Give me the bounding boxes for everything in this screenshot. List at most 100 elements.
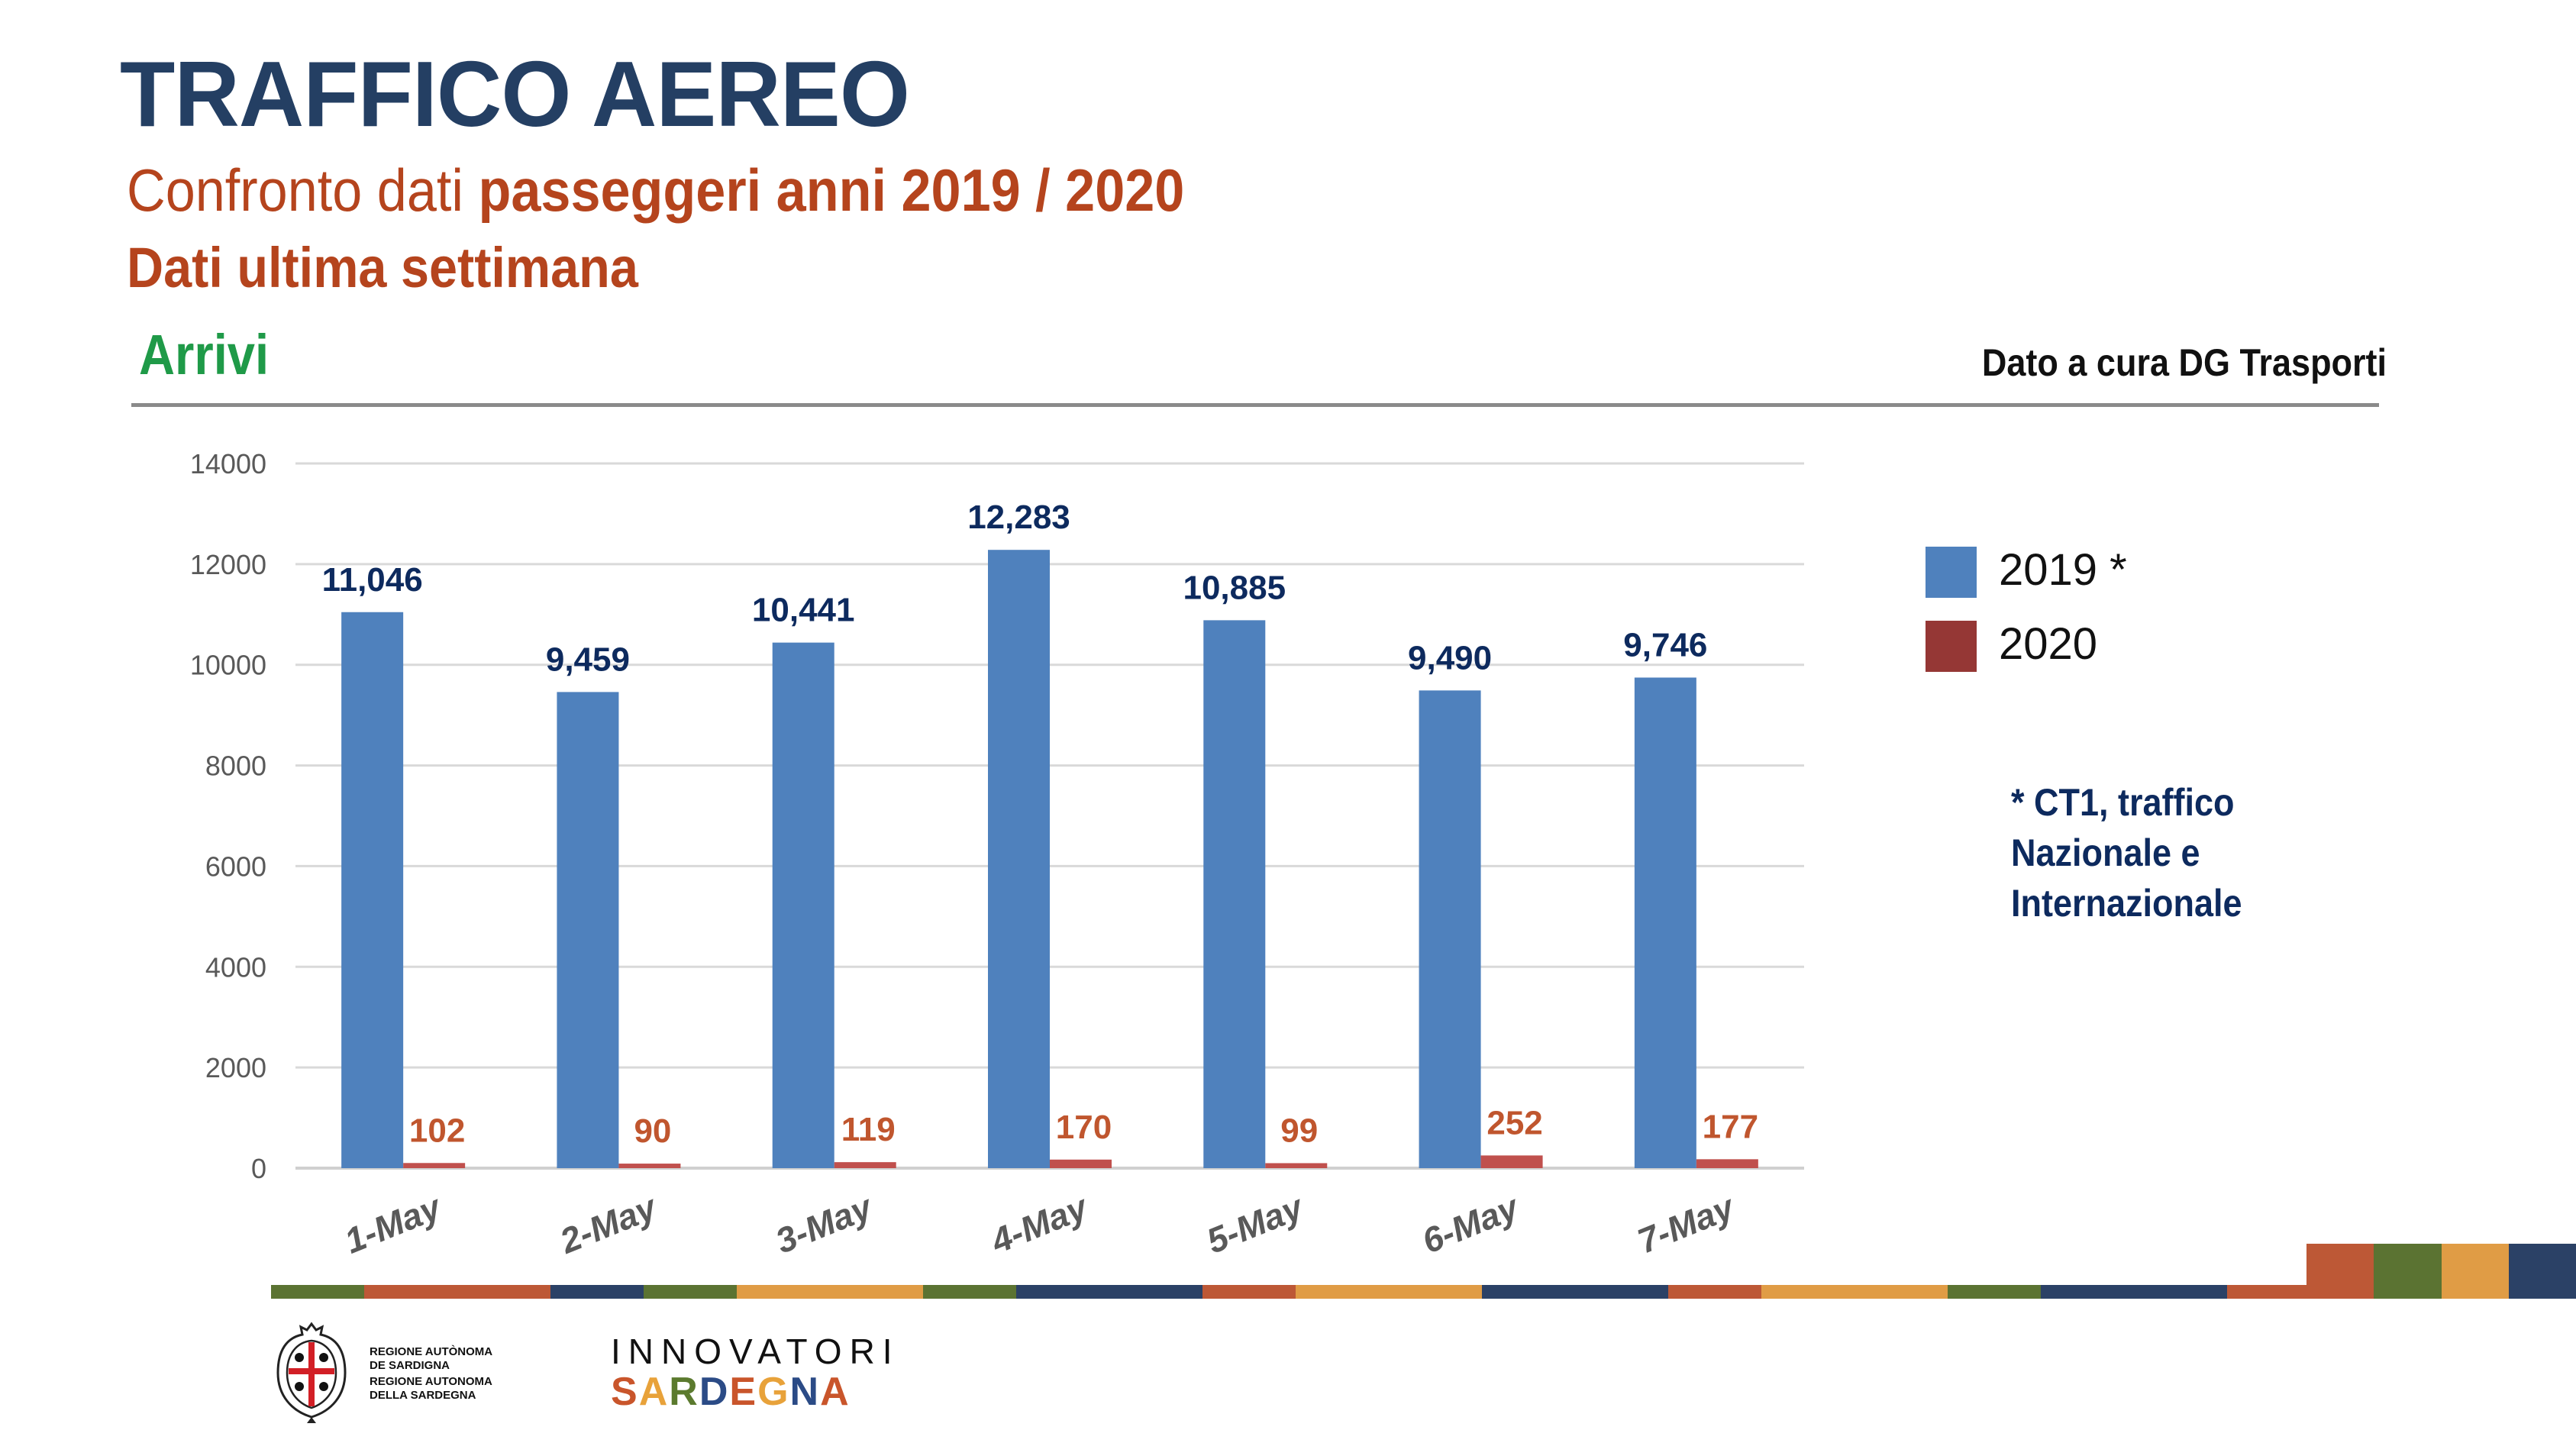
section-title: Arrivi	[139, 323, 270, 386]
subtitle-bold: passeggeri anni 2019 / 2020	[478, 157, 1185, 224]
stripe-segment	[364, 1285, 457, 1299]
data-label-2019: 9,746	[1623, 626, 1707, 663]
footnote: * CT1, traffico Nazionale e Internaziona…	[2011, 777, 2242, 928]
stripe-segment	[2041, 1285, 2134, 1299]
legend-swatch-2019	[1926, 547, 1977, 598]
data-label-2020: 252	[1487, 1104, 1542, 1141]
y-tick-label: 2000	[205, 1052, 266, 1083]
bar-2019	[1634, 677, 1696, 1168]
bar-2020	[1696, 1159, 1758, 1168]
innovatori-letter: N	[789, 1370, 821, 1414]
x-tick-label: 3-May	[770, 1186, 880, 1261]
x-tick-label: 1-May	[339, 1186, 448, 1261]
x-axis-ticks: 1-May 2-May 3-May 4-May 5-May 6-May 7-May	[339, 1186, 1741, 1261]
data-label-2019: 11,046	[322, 561, 423, 599]
data-label-2020: 102	[409, 1112, 465, 1149]
decorative-color-blocks	[2306, 1244, 2576, 1299]
data-label-2020: 99	[1280, 1112, 1318, 1149]
bar-2019	[1203, 620, 1266, 1168]
data-label-2020: 119	[841, 1111, 896, 1148]
bar-2019	[988, 550, 1050, 1168]
bar-2020	[834, 1162, 896, 1168]
innovatori-letter: G	[757, 1370, 790, 1414]
innovatori-letter: S	[611, 1370, 639, 1414]
x-tick: 1-May	[339, 1186, 448, 1261]
bar-2020	[1265, 1163, 1328, 1168]
x-tick-label: 5-May	[1201, 1186, 1310, 1261]
y-tick-label: 0	[251, 1153, 266, 1184]
stripe-segment	[1761, 1285, 1855, 1299]
x-tick-label: 4-May	[985, 1186, 1095, 1261]
x-tick: 7-May	[1632, 1186, 1742, 1261]
stripe-segment	[1016, 1285, 1109, 1299]
data-labels: 11,046 102 9,459 90 10,441 119 12,283 170 10,885…	[322, 499, 1759, 1150]
data-credit: Dato a cura DG Trasporti	[1981, 341, 2387, 384]
color-block	[2441, 1244, 2509, 1299]
stripe-segment	[1575, 1285, 1668, 1299]
data-label-2020: 177	[1703, 1108, 1758, 1145]
footnote-line: Nazionale e	[2011, 831, 2200, 874]
x-tick-label: 2-May	[554, 1186, 663, 1261]
y-tick-label: 12000	[190, 549, 266, 580]
regione-sardegna-coat-of-arms-icon	[276, 1322, 347, 1423]
legend-label-2019: 2019 *	[1999, 545, 2127, 595]
stripe-segment	[457, 1285, 550, 1299]
stripe-segment	[644, 1285, 737, 1299]
x-tick: 4-May	[985, 1186, 1095, 1261]
bar-2019	[557, 692, 619, 1168]
stripe-segment	[2134, 1285, 2227, 1299]
stripe-segment	[1948, 1285, 2041, 1299]
stripe-segment	[1668, 1285, 1761, 1299]
innovatori-logo-top: INNOVATORI	[611, 1332, 900, 1371]
region-logo-line: DE SARDIGNA	[370, 1359, 450, 1372]
bar-2020	[1050, 1159, 1112, 1168]
subtitle-light: Confronto dati	[127, 157, 479, 224]
stripe-segment	[737, 1285, 830, 1299]
data-label-2019: 12,283	[967, 499, 1070, 536]
data-label-2019: 10,441	[752, 592, 855, 629]
y-tick-label: 4000	[205, 951, 266, 983]
y-tick-label: 8000	[205, 751, 266, 782]
legend-swatch-2020	[1926, 621, 1977, 672]
stripe-segment	[1855, 1285, 1948, 1299]
stripe-segment	[1482, 1285, 1575, 1299]
stripe-segment	[1109, 1285, 1202, 1299]
stripe-segment	[271, 1285, 364, 1299]
stripe-segment	[1389, 1285, 1482, 1299]
bar-2019	[1419, 690, 1481, 1168]
decorative-color-stripe	[271, 1285, 2306, 1299]
x-tick-label: 6-May	[1416, 1186, 1525, 1261]
x-tick: 6-May	[1416, 1186, 1525, 1261]
data-label-2019: 9,490	[1408, 639, 1492, 676]
bar-2020	[403, 1163, 466, 1168]
page-title: TRAFFICO AEREO	[120, 42, 910, 146]
x-tick: 2-May	[554, 1186, 663, 1261]
bars	[341, 550, 1758, 1168]
stripe-segment	[2227, 1285, 2306, 1299]
bar-2020	[618, 1164, 681, 1168]
subtitle-period: Dati ultima settimana	[127, 236, 638, 299]
innovatori-letter: A	[820, 1370, 851, 1414]
color-block	[2374, 1244, 2442, 1299]
bar-2019	[341, 612, 404, 1168]
color-block	[2306, 1244, 2374, 1299]
region-logo-line: REGIONE AUTONOMA	[370, 1375, 492, 1388]
footnote-line: Internazionale	[2011, 882, 2242, 925]
region-logo-line: REGIONE AUTÒNOMA	[370, 1345, 493, 1358]
innovatori-letter: R	[669, 1370, 699, 1414]
header-divider	[131, 403, 2379, 407]
region-logo-line: DELLA SARDEGNA	[370, 1389, 476, 1402]
y-axis-ticks: 0 2000 4000 6000 8000 10000 12000 14000	[190, 448, 266, 1184]
data-label-2020: 170	[1056, 1109, 1112, 1146]
innovatori-letter: A	[638, 1370, 670, 1414]
x-tick: 3-May	[770, 1186, 880, 1261]
data-label-2019: 9,459	[546, 641, 630, 678]
stripe-segment	[550, 1285, 644, 1299]
stripe-segment	[1296, 1285, 1389, 1299]
data-label-2019: 10,885	[1183, 569, 1286, 606]
y-tick-label: 6000	[205, 851, 266, 882]
data-label-2020: 90	[634, 1112, 671, 1150]
y-tick-label: 14000	[190, 448, 266, 479]
color-block	[2508, 1244, 2576, 1299]
